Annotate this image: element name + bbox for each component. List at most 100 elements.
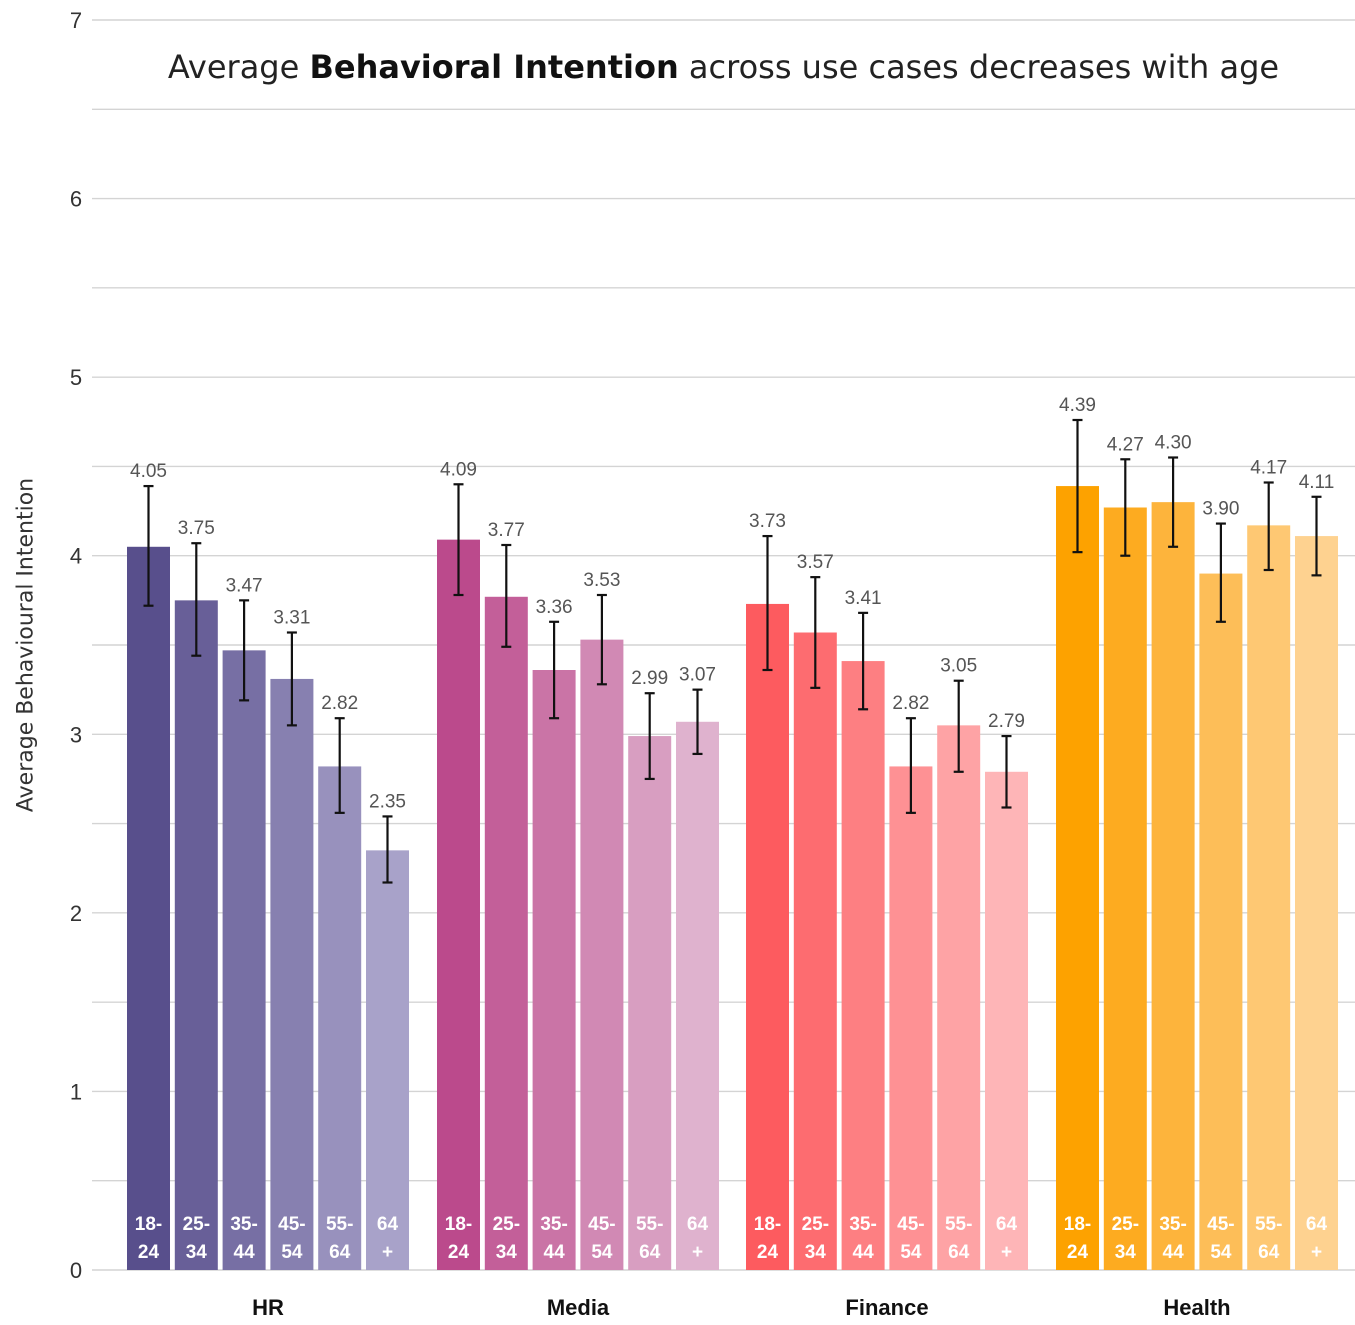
data-label: 2.99 xyxy=(631,668,668,689)
age-group-label: 35- xyxy=(849,1214,876,1235)
age-group-label: 44 xyxy=(853,1242,875,1263)
bar-media-3 xyxy=(532,670,576,1270)
bar-health-2 xyxy=(1103,507,1147,1270)
age-group-label: 44 xyxy=(234,1242,256,1263)
age-group-label: 55- xyxy=(636,1214,663,1235)
data-label: 3.47 xyxy=(226,575,263,596)
y-tick-label: 5 xyxy=(70,365,82,390)
age-group-label: + xyxy=(1001,1242,1012,1263)
bar-health-1 xyxy=(1056,486,1099,1271)
age-group-label: 45- xyxy=(1207,1214,1234,1235)
data-label: 4.39 xyxy=(1059,395,1096,416)
bar-hr-2 xyxy=(174,600,218,1270)
chart-title-after: across use cases decreases with age xyxy=(678,48,1280,86)
age-group-label: 55- xyxy=(326,1214,353,1235)
age-group-label: 25- xyxy=(802,1214,829,1235)
bar-finance-3 xyxy=(841,661,885,1270)
age-group-label: 64 xyxy=(377,1214,399,1235)
data-label: 3.05 xyxy=(940,656,977,677)
y-tick-label: 6 xyxy=(70,187,82,212)
bar-media-6 xyxy=(676,721,719,1270)
age-group-label: 34 xyxy=(1115,1242,1137,1263)
bar-health-6 xyxy=(1295,536,1338,1270)
data-label: 3.36 xyxy=(536,597,573,618)
data-label: 4.11 xyxy=(1299,472,1335,493)
x-category-label: Finance xyxy=(845,1295,928,1320)
bar-finance-4 xyxy=(889,766,933,1270)
age-group-label: 64 xyxy=(948,1242,970,1263)
age-group-label: 24 xyxy=(757,1242,779,1263)
bar-hr-6 xyxy=(366,850,409,1270)
data-labels: 4.05 3.75 3.47 3.31 2.82 2.35 4.09 3.77 3.36 3.53… xyxy=(130,395,1334,812)
x-category-label: Media xyxy=(547,1295,610,1320)
age-group-label: 54 xyxy=(1210,1242,1232,1263)
age-group-label: 25- xyxy=(1112,1214,1139,1235)
data-label: 3.90 xyxy=(1202,499,1239,520)
age-group-label: 25- xyxy=(493,1214,520,1235)
bar-media-2 xyxy=(484,596,528,1270)
age-group-label: 18- xyxy=(1064,1214,1091,1235)
data-label: 3.41 xyxy=(845,588,882,609)
age-group-label: 64 xyxy=(996,1214,1018,1235)
age-group-label: 45- xyxy=(897,1214,924,1235)
age-group-label: 18- xyxy=(754,1214,781,1235)
age-group-label: 64 xyxy=(1306,1214,1328,1235)
age-group-label: + xyxy=(382,1242,393,1263)
data-label: 3.75 xyxy=(178,518,215,539)
chart-title-before: Average xyxy=(167,48,310,86)
age-group-label: 34 xyxy=(805,1242,827,1263)
age-group-label: 34 xyxy=(496,1242,518,1263)
data-label: 2.79 xyxy=(988,711,1025,732)
data-label: 3.77 xyxy=(488,520,525,541)
age-group-label: 54 xyxy=(900,1242,922,1263)
bar-health-4 xyxy=(1199,573,1243,1270)
y-axis-ticks: 0 1 2 3 4 5 6 7 xyxy=(70,8,82,1283)
age-group-label: 45- xyxy=(278,1214,305,1235)
age-group-label: 25- xyxy=(183,1214,210,1235)
age-group-label: 54 xyxy=(591,1242,613,1263)
age-group-label: 64 xyxy=(329,1242,351,1263)
chart-title-bold: Behavioral Intention xyxy=(309,48,679,86)
age-group-label: 54 xyxy=(281,1242,303,1263)
data-label: 2.82 xyxy=(892,693,929,714)
bars: 18- 24 25- 34 35- 44 45- 54 55- 64 64 +18- 24 25- 34 35… xyxy=(127,486,1338,1271)
age-group-label: 34 xyxy=(186,1242,208,1263)
age-group-label: 24 xyxy=(138,1242,160,1263)
bar-finance-6 xyxy=(985,771,1028,1270)
age-group-label: 45- xyxy=(588,1214,615,1235)
bar-hr-4 xyxy=(270,678,314,1270)
bar-hr-5 xyxy=(318,766,362,1270)
data-label: 4.27 xyxy=(1107,434,1144,455)
bar-hr-1 xyxy=(127,546,170,1270)
age-group-label: 35- xyxy=(230,1214,257,1235)
age-group-label: 64 xyxy=(687,1214,709,1235)
age-group-label: 55- xyxy=(1255,1214,1282,1235)
age-group-label: 18- xyxy=(445,1214,472,1235)
y-tick-label: 0 xyxy=(70,1258,82,1283)
bar-media-5 xyxy=(628,736,672,1270)
data-label: 3.57 xyxy=(797,552,834,573)
data-label: 4.09 xyxy=(440,459,477,480)
age-group-label: 55- xyxy=(945,1214,972,1235)
data-label: 3.07 xyxy=(679,665,716,686)
age-group-label: 35- xyxy=(540,1214,567,1235)
age-group-label: 24 xyxy=(1067,1242,1089,1263)
bar-finance-5 xyxy=(937,725,981,1270)
y-tick-label: 4 xyxy=(70,544,82,569)
bar-media-1 xyxy=(437,539,480,1270)
data-label: 4.30 xyxy=(1155,433,1192,454)
age-group-label: + xyxy=(692,1242,703,1263)
age-group-label: 44 xyxy=(544,1242,566,1263)
data-label: 3.31 xyxy=(273,608,310,629)
x-axis-category-labels: HR Media Finance Health xyxy=(252,1295,1231,1320)
age-group-label: 35- xyxy=(1159,1214,1186,1235)
y-axis-label: Average Behavioural Intention xyxy=(13,477,39,813)
age-group-label: 64 xyxy=(1258,1242,1280,1263)
bar-finance-2 xyxy=(793,632,837,1270)
age-group-label: 18- xyxy=(135,1214,162,1235)
data-label: 2.35 xyxy=(369,791,406,812)
age-group-label: 64 xyxy=(639,1242,661,1263)
data-label: 3.53 xyxy=(583,570,620,591)
